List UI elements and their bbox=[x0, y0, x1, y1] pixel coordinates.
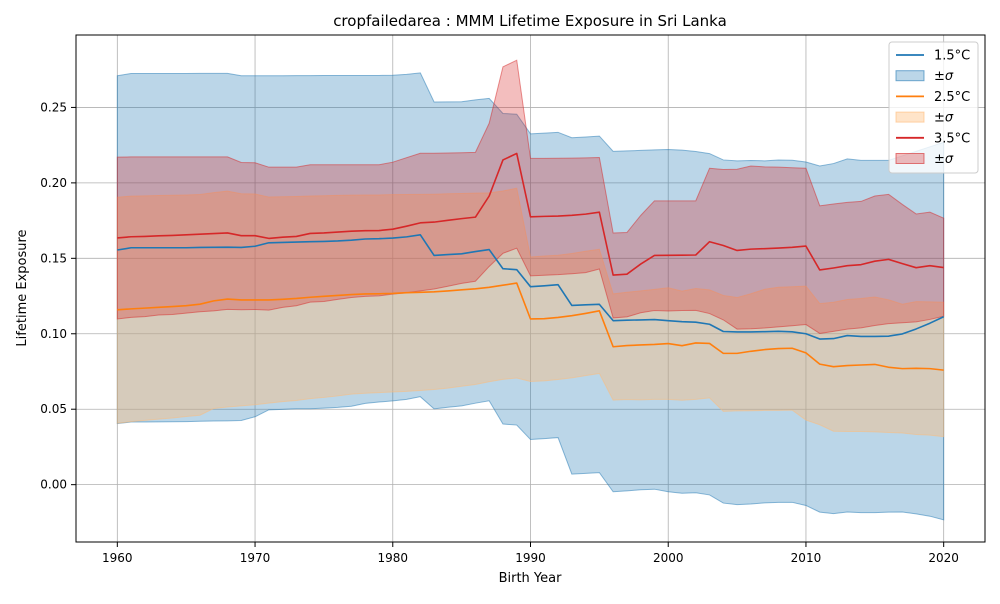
legend-band-swatch bbox=[895, 153, 925, 164]
legend-box bbox=[888, 41, 979, 174]
legend: 1.5°C ±σ 2.5°C ±σ 3.5°C ±σ bbox=[888, 41, 979, 174]
legend-band-swatch bbox=[895, 111, 925, 123]
x-tick-label: 2010 bbox=[791, 551, 822, 565]
x-tick-label: 1980 bbox=[377, 551, 408, 565]
grid bbox=[76, 35, 985, 542]
bands bbox=[116, 59, 945, 521]
x-axis-label: Birth Year bbox=[499, 571, 563, 586]
y-tick-label: 0.05 bbox=[40, 402, 67, 416]
band-series-2 bbox=[116, 59, 945, 334]
band-series-0 bbox=[116, 72, 945, 521]
y-tick-label: 0.00 bbox=[40, 478, 67, 492]
x-tick-label: 1990 bbox=[515, 551, 546, 565]
legend-label: ±σ bbox=[934, 69, 954, 84]
x-tick-label: 2000 bbox=[653, 551, 684, 565]
line-series-0 bbox=[117, 233, 945, 340]
legend-label: 2.5°C bbox=[934, 90, 970, 105]
band-series-1 bbox=[116, 187, 945, 438]
series-lines bbox=[117, 152, 945, 371]
legend-band-swatch bbox=[895, 70, 925, 82]
axis-ticks: 1960 1970 1980 1990 2000 2010 2020 0.00 0.05 0.10… bbox=[40, 100, 959, 565]
legend-label: ±σ bbox=[934, 111, 954, 126]
y-tick-label: 0.20 bbox=[40, 176, 67, 190]
legend-label: ±σ bbox=[934, 152, 954, 167]
y-tick-label: 0.10 bbox=[40, 327, 67, 341]
legend-label: 1.5°C bbox=[934, 49, 970, 64]
y-tick-label: 0.15 bbox=[40, 251, 67, 265]
y-axis-label: Lifetime Exposure bbox=[15, 229, 30, 346]
x-tick-label: 1970 bbox=[240, 551, 271, 565]
line-series-2 bbox=[117, 152, 944, 276]
legend-label: 3.5°C bbox=[934, 131, 970, 146]
x-tick-label: 1960 bbox=[102, 551, 133, 565]
line-series-1 bbox=[117, 282, 944, 371]
y-tick-label: 0.25 bbox=[40, 100, 67, 114]
x-tick-label: 2020 bbox=[928, 551, 959, 565]
chart-title: cropfailedarea : MMM Lifetime Exposure i… bbox=[333, 12, 727, 30]
